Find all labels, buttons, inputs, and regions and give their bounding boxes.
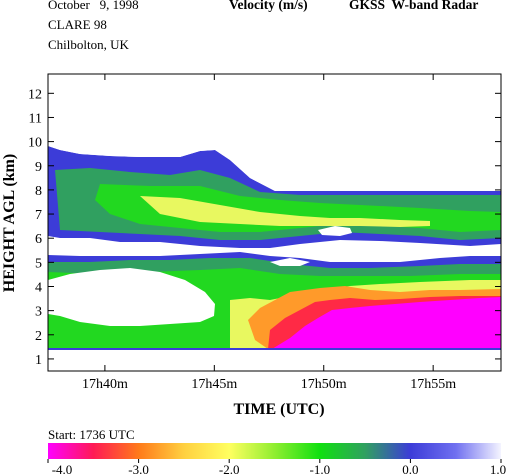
colorbar-tick-label: -1.0 xyxy=(310,462,331,476)
y-tick-label: 7 xyxy=(35,208,42,223)
quantity-title: Velocity (m/s) xyxy=(229,0,308,12)
colorbar-tick-label: -4.0 xyxy=(52,462,73,476)
x-axis: 17h40m 17h45m 17h50m 17h55m xyxy=(82,74,456,392)
colorbar-tick-label: -2.0 xyxy=(219,462,240,476)
precip-magenta xyxy=(272,297,501,349)
radar-image xyxy=(48,74,501,371)
y-tick-label: 11 xyxy=(29,111,42,126)
plot-area xyxy=(47,73,502,372)
x-tick-label: 17h50m xyxy=(301,377,347,392)
upper-cloud-yellow xyxy=(140,196,430,227)
y-tick-label: 1 xyxy=(35,353,42,368)
y-tick-label: 12 xyxy=(28,87,42,102)
instrument-title: GKSS W-band Radar xyxy=(349,0,479,12)
colorbar: -4.0 -3.0 -2.0 -1.0 0.0 1.0 xyxy=(47,443,506,476)
y-tick-label: 4 xyxy=(35,280,42,295)
campaign-label: CLARE 98 xyxy=(48,17,107,32)
clear-above-upper xyxy=(48,74,501,191)
x-tick-label: 17h45m xyxy=(191,377,237,392)
colorbar-tick-label: 1.0 xyxy=(490,462,506,476)
y-tick-label: 6 xyxy=(35,232,42,247)
colorbar-tick-label: -3.0 xyxy=(128,462,149,476)
y-axis-label: HEIGHT AGL (km) xyxy=(1,154,18,292)
start-label: Start: 1736 UTC xyxy=(48,427,135,442)
plot-frame xyxy=(47,73,502,372)
below-surface xyxy=(48,350,501,371)
location-label: Chilbolton, UK xyxy=(48,37,129,52)
x-tick-label: 17h55m xyxy=(410,377,456,392)
y-tick-label: 3 xyxy=(35,305,42,320)
x-tick-label: 17h40m xyxy=(82,377,128,392)
clear-gap-mid xyxy=(270,258,310,266)
colorbar-gradient xyxy=(48,443,501,459)
y-tick-label: 10 xyxy=(28,136,42,151)
colorbar-tick-label: 0.0 xyxy=(402,462,418,476)
y-tick-label: 2 xyxy=(35,329,42,344)
y-tick-label: 8 xyxy=(35,184,42,199)
y-tick-label: 9 xyxy=(35,160,42,175)
x-axis-label: TIME (UTC) xyxy=(233,401,324,418)
clear-gap-right xyxy=(318,226,352,236)
clear-gap-left xyxy=(48,268,215,326)
y-tick-label: 5 xyxy=(35,256,42,271)
date-label: October 9, 1998 xyxy=(48,0,139,12)
